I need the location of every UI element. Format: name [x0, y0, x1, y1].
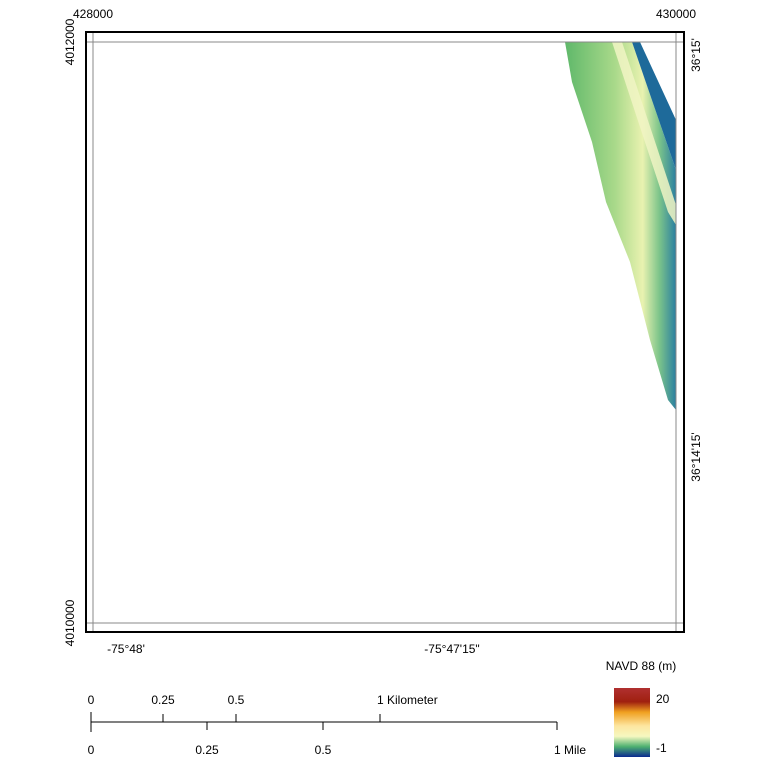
- map-frame: [85, 31, 685, 633]
- legend-max: 20: [656, 692, 670, 706]
- legend-colorbar: [614, 688, 650, 757]
- coord-label: -75°48': [107, 642, 145, 656]
- scale-label: 0: [88, 743, 95, 757]
- coord-label: -75°47'15": [424, 642, 479, 656]
- legend-min: -1: [656, 741, 667, 755]
- legend-title: NAVD 88 (m): [606, 659, 676, 673]
- coord-label: 4012000: [63, 18, 77, 65]
- water-edge: [632, 42, 676, 170]
- coord-label: 36°14'15': [689, 432, 703, 481]
- coord-label: 428000: [73, 7, 113, 21]
- coord-label: 430000: [656, 7, 696, 21]
- scale-label: 1 Kilometer: [377, 693, 438, 707]
- coord-label: 36°15': [689, 38, 703, 72]
- scale-label: 0.25: [151, 693, 175, 707]
- scale-label: 1 Mile: [554, 743, 586, 757]
- scale-label: 0.5: [228, 693, 245, 707]
- scale-bar: [90, 712, 558, 732]
- scale-label: 0.25: [195, 743, 219, 757]
- coord-label: 4010000: [63, 599, 77, 646]
- scale-label: 0: [88, 693, 95, 707]
- frame: [85, 31, 685, 633]
- scale-label: 0.5: [315, 743, 332, 757]
- beach-band: [612, 42, 676, 225]
